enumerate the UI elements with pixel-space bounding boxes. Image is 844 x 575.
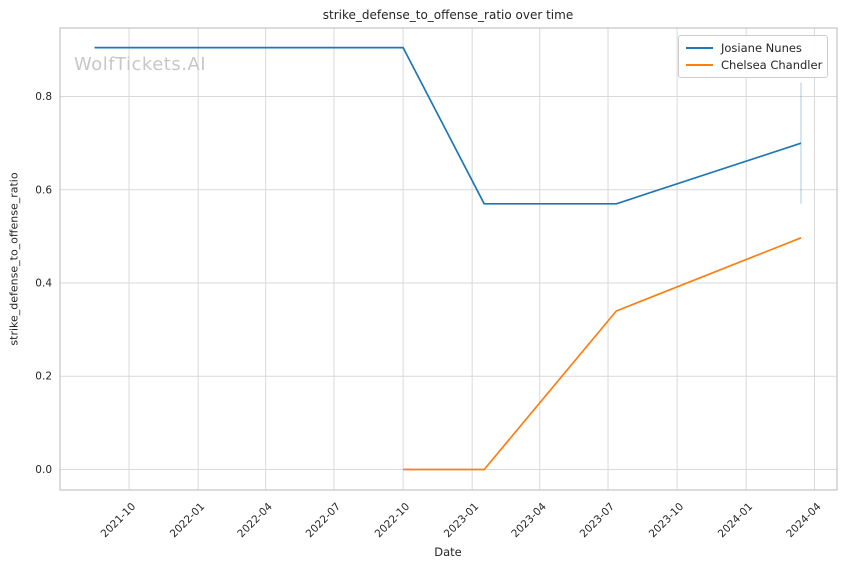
x-tick-label: 2022-04	[235, 500, 275, 540]
y-tick-label: 0.6	[35, 184, 52, 196]
legend-line-swatch	[686, 47, 713, 49]
x-tick-label: 2023-01	[442, 501, 482, 541]
x-tick-label: 2023-04	[509, 500, 549, 540]
x-tick-label: 2022-01	[168, 501, 208, 541]
y-axis-label: strike_defense_to_offense_ratio	[7, 172, 21, 346]
chart-title: strike_defense_to_offense_ratio over tim…	[322, 8, 574, 22]
x-tick-label: 2021-10	[99, 501, 139, 541]
watermark: WolfTickets.AI	[74, 54, 207, 75]
x-tick-label: 2023-10	[647, 501, 687, 541]
legend-line-swatch	[686, 64, 713, 66]
legend-label: Josiane Nunes	[721, 41, 802, 55]
series-line-josiane-nunes	[94, 46, 802, 205]
x-tick-label: 2024-01	[716, 501, 756, 541]
series-line-chelsea-chandler	[403, 237, 802, 471]
legend-entry-chelsea-chandler: Chelsea Chandler	[686, 58, 823, 72]
legend-label: Chelsea Chandler	[721, 58, 823, 72]
x-axis-label: Date	[434, 545, 462, 559]
x-tick-label: 2024-04	[784, 500, 824, 540]
y-tick-label: 0.4	[35, 278, 52, 290]
legend-entry-josiane-nunes: Josiane Nunes	[686, 41, 820, 55]
x-tick-label: 2023-07	[578, 501, 618, 541]
x-tick-label: 2022-07	[304, 501, 344, 541]
y-tick-label: 0.8	[35, 91, 52, 103]
y-tick-label: 0.2	[35, 371, 52, 383]
y-tick-label: 0.0	[35, 464, 52, 476]
plot-border	[59, 27, 838, 491]
x-tick-label: 2022-10	[373, 501, 413, 541]
legend: Josiane Nunes Chelsea Chandler	[678, 35, 828, 78]
